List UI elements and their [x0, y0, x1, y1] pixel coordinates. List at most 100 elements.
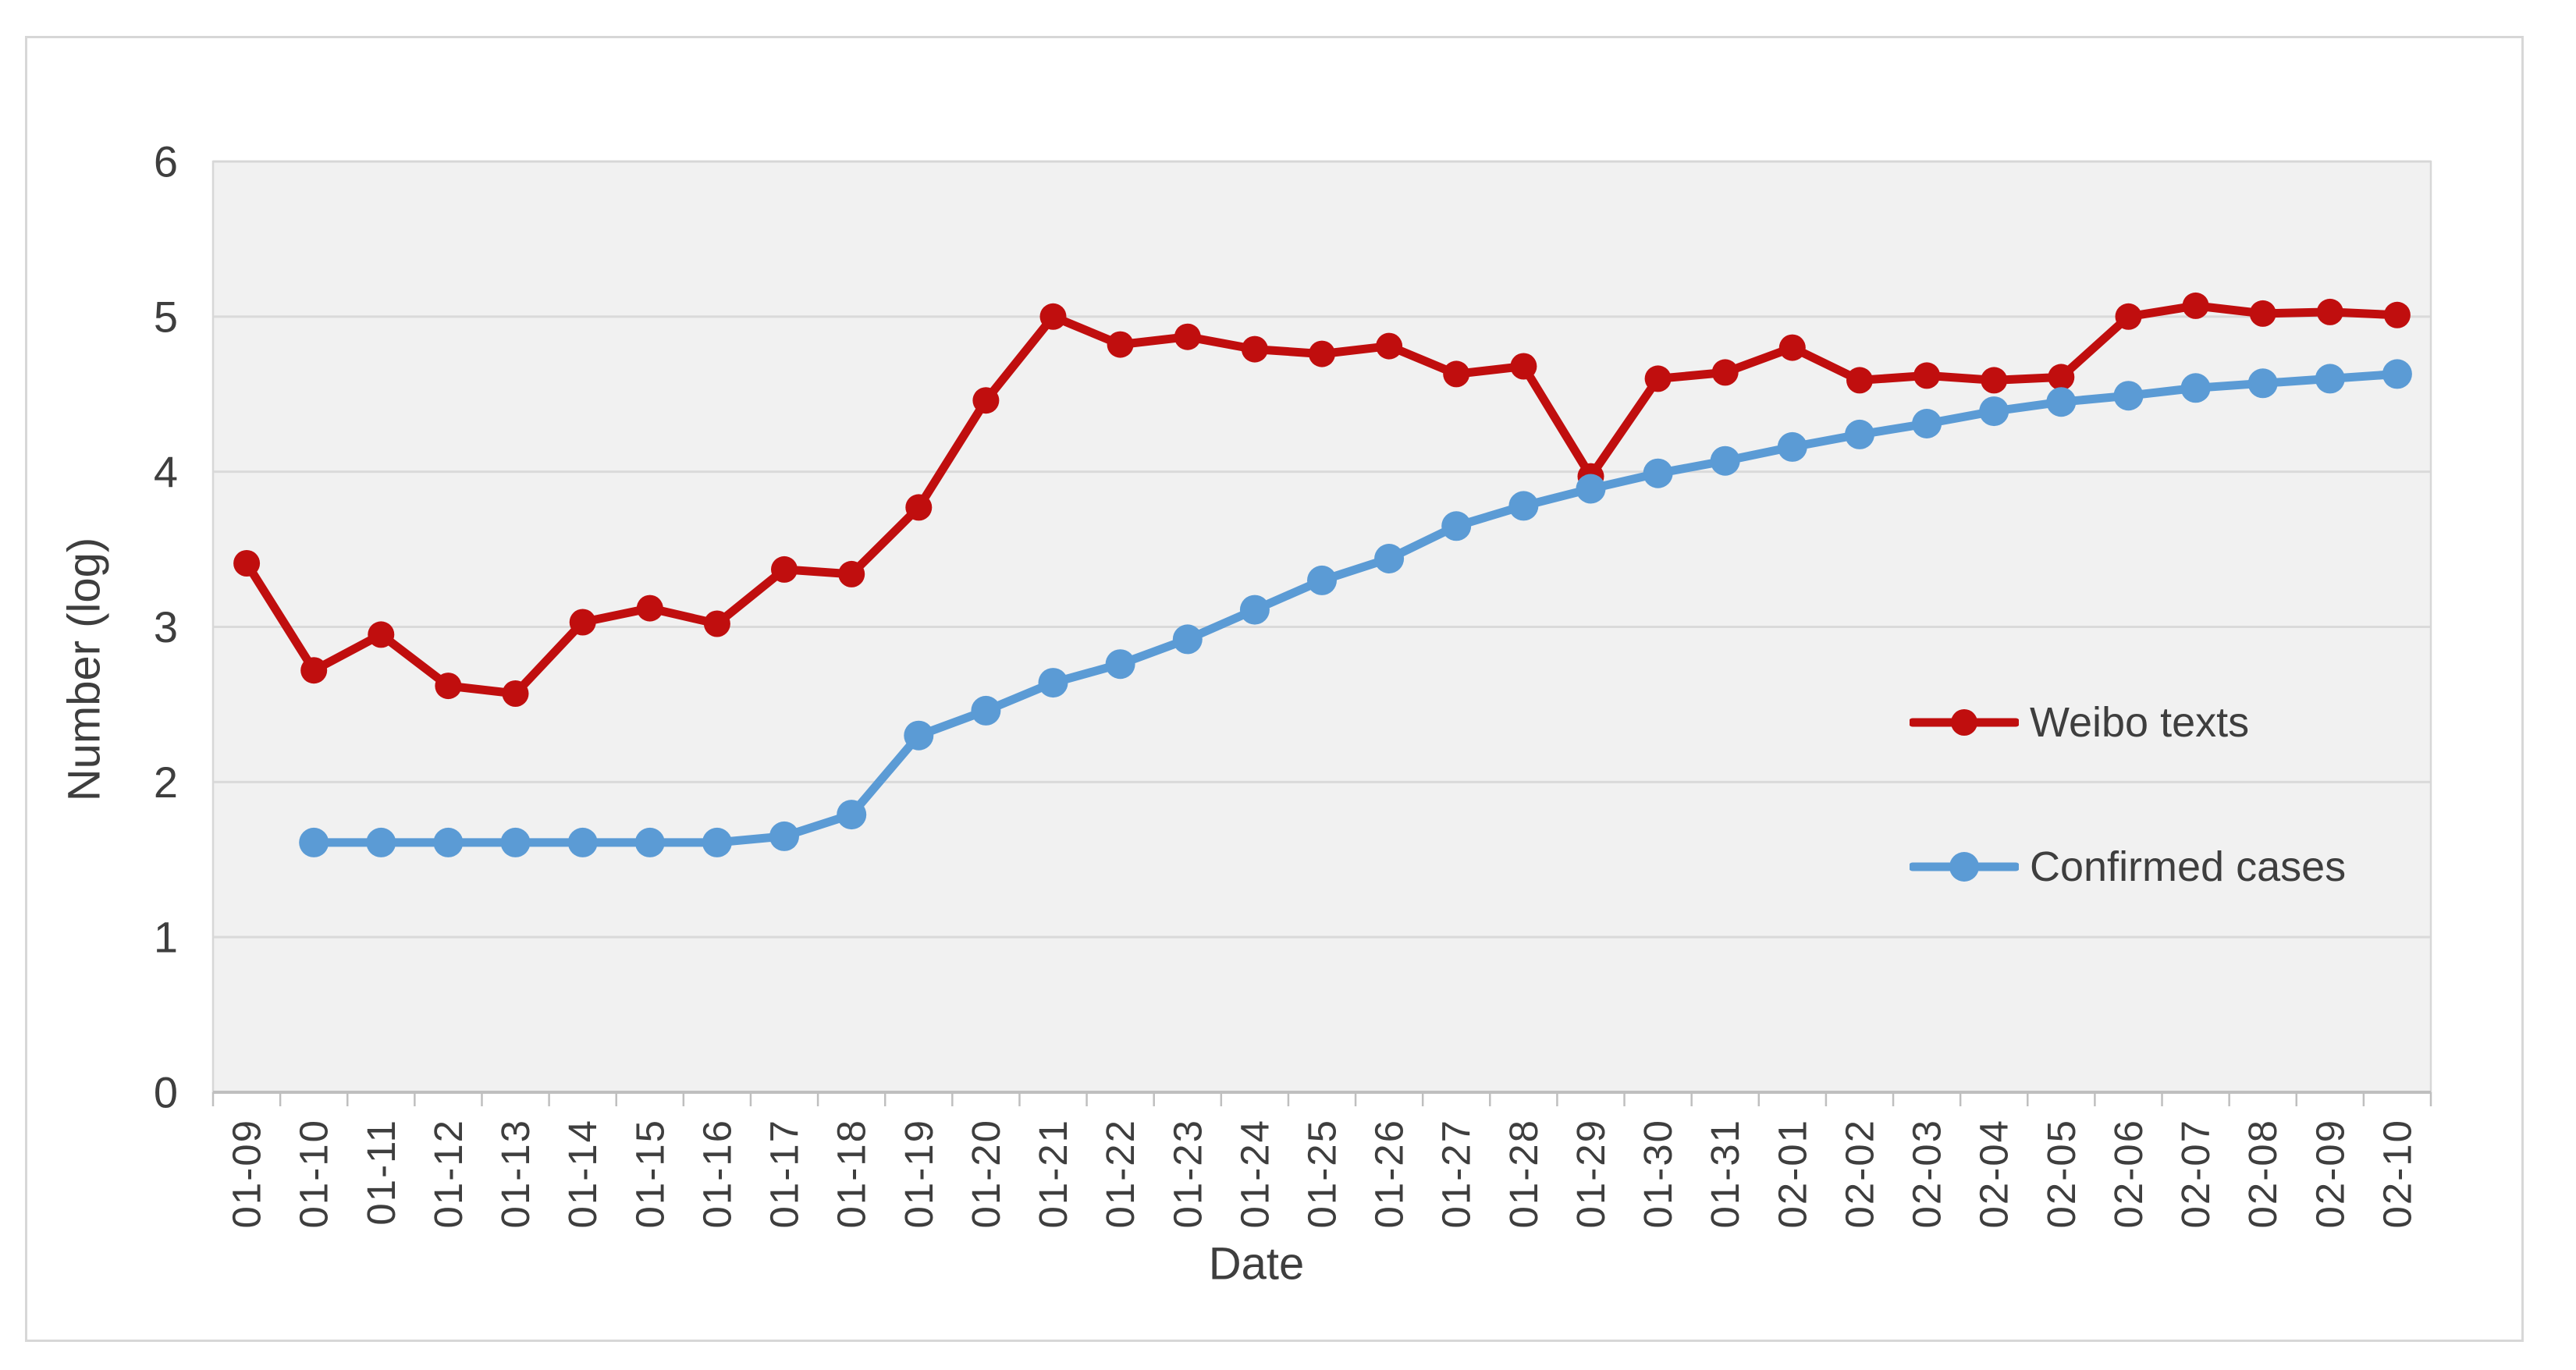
- legend-item-weibo-texts: Weibo texts: [1910, 698, 2249, 747]
- x-tick-label: 01-14: [560, 1119, 605, 1228]
- x-tick-label: 01-26: [1367, 1119, 1412, 1228]
- x-tick-label: 01-29: [1569, 1119, 1613, 1228]
- legend-item-confirmed-cases: Confirmed cases: [1910, 843, 2346, 891]
- data-point-confirmed-cases: [634, 827, 665, 857]
- data-point-weibo-texts: [368, 621, 395, 648]
- x-tick-label: 01-24: [1232, 1119, 1277, 1228]
- y-tick-label: 3: [154, 602, 178, 651]
- x-tick-label: 02-03: [1905, 1119, 1949, 1228]
- legend-label-weibo-texts: Weibo texts: [2030, 699, 2250, 746]
- y-tick-label: 0: [154, 1068, 178, 1117]
- data-point-weibo-texts: [569, 609, 596, 636]
- data-point-weibo-texts: [703, 610, 730, 637]
- x-tick-label: 01-19: [897, 1119, 941, 1228]
- data-point-weibo-texts: [1309, 340, 1335, 367]
- data-point-confirmed-cases: [1912, 409, 1942, 438]
- x-tick-label: 01-11: [359, 1119, 403, 1226]
- data-point-confirmed-cases: [2113, 381, 2144, 411]
- x-tick-label: 02-08: [2240, 1119, 2285, 1228]
- data-point-confirmed-cases: [1307, 565, 1337, 595]
- figure-border: [25, 36, 2524, 1342]
- data-point-weibo-texts: [1376, 332, 1403, 360]
- data-point-weibo-texts: [905, 494, 933, 521]
- data-point-confirmed-cases: [1374, 544, 1405, 573]
- data-point-confirmed-cases: [2382, 359, 2412, 389]
- data-point-weibo-texts: [2316, 298, 2343, 325]
- x-tick-label: 01-27: [1434, 1119, 1479, 1228]
- data-point-weibo-texts: [1443, 360, 1470, 388]
- data-point-confirmed-cases: [366, 827, 396, 857]
- data-point-weibo-texts: [1174, 323, 1201, 350]
- x-tick-label: 01-10: [292, 1119, 336, 1228]
- data-point-weibo-texts: [2182, 292, 2209, 319]
- x-tick-label: 01-13: [493, 1119, 538, 1228]
- data-point-confirmed-cases: [904, 720, 934, 751]
- data-point-weibo-texts: [972, 387, 1000, 414]
- y-tick-label: 2: [154, 758, 178, 807]
- x-tick-label: 02-07: [2173, 1119, 2218, 1228]
- data-point-weibo-texts: [1510, 353, 1537, 380]
- data-point-weibo-texts: [1241, 335, 1268, 363]
- y-tick-label: 4: [154, 447, 178, 496]
- legend-label-confirmed-cases: Confirmed cases: [2030, 843, 2347, 890]
- data-point-weibo-texts: [1913, 362, 1941, 389]
- x-tick-label: 01-16: [695, 1119, 739, 1228]
- data-point-weibo-texts: [636, 594, 663, 622]
- x-tick-label: 01-31: [1703, 1119, 1747, 1228]
- legend-marker-weibo-icon: [1910, 709, 2019, 736]
- data-point-weibo-texts: [1039, 303, 1067, 330]
- data-point-confirmed-cases: [702, 827, 732, 857]
- data-point-weibo-texts: [435, 673, 462, 700]
- x-tick-label: 01-25: [1300, 1119, 1345, 1228]
- data-point-confirmed-cases: [2247, 368, 2278, 399]
- data-point-weibo-texts: [1981, 367, 2008, 394]
- x-tick-label: 02-10: [2375, 1119, 2419, 1228]
- data-point-weibo-texts: [2115, 303, 2142, 330]
- data-point-confirmed-cases: [769, 821, 799, 851]
- x-axis-title: Date: [1208, 1238, 1305, 1290]
- x-tick-label: 02-04: [1972, 1119, 2016, 1228]
- data-point-confirmed-cases: [1710, 445, 1740, 476]
- data-point-confirmed-cases: [1105, 649, 1135, 680]
- data-point-confirmed-cases: [971, 695, 1001, 726]
- data-point-weibo-texts: [2249, 300, 2276, 327]
- data-point-weibo-texts: [771, 555, 798, 583]
- data-point-confirmed-cases: [299, 827, 329, 857]
- data-point-confirmed-cases: [1172, 624, 1203, 655]
- data-point-weibo-texts: [300, 657, 328, 684]
- data-point-confirmed-cases: [1643, 458, 1673, 488]
- data-point-confirmed-cases: [1576, 474, 1606, 504]
- data-point-weibo-texts: [838, 560, 865, 587]
- data-point-confirmed-cases: [837, 800, 867, 830]
- data-point-confirmed-cases: [1441, 511, 1472, 541]
- x-tick-label: 01-20: [964, 1119, 1008, 1228]
- y-axis-title: Number (log): [59, 537, 110, 802]
- data-point-weibo-texts: [2383, 301, 2411, 328]
- data-point-weibo-texts: [1778, 334, 1806, 361]
- data-point-weibo-texts: [502, 680, 529, 707]
- x-tick-label: 01-28: [1501, 1119, 1546, 1228]
- x-tick-label: 01-30: [1636, 1119, 1680, 1228]
- x-tick-label: 02-06: [2106, 1119, 2151, 1228]
- x-tick-label: 02-02: [1837, 1119, 1881, 1228]
- x-tick-label: 02-01: [1770, 1119, 1814, 1228]
- data-point-weibo-texts: [1107, 331, 1134, 358]
- x-tick-label: 02-05: [2039, 1119, 2084, 1228]
- data-point-weibo-texts: [1644, 365, 1672, 392]
- data-point-weibo-texts: [2048, 364, 2075, 391]
- data-point-confirmed-cases: [1508, 491, 1539, 521]
- x-tick-label: 01-21: [1031, 1119, 1075, 1228]
- data-point-weibo-texts: [233, 550, 261, 577]
- data-point-confirmed-cases: [1239, 594, 1270, 625]
- y-tick-label: 1: [154, 913, 178, 962]
- data-point-confirmed-cases: [2315, 364, 2345, 394]
- y-tick-label: 6: [154, 137, 178, 186]
- data-point-weibo-texts: [1846, 367, 1873, 394]
- x-tick-label: 01-18: [830, 1119, 874, 1228]
- data-point-confirmed-cases: [1777, 431, 1807, 462]
- x-tick-label: 01-09: [225, 1119, 269, 1228]
- data-point-confirmed-cases: [500, 827, 531, 857]
- x-tick-label: 01-12: [426, 1119, 471, 1228]
